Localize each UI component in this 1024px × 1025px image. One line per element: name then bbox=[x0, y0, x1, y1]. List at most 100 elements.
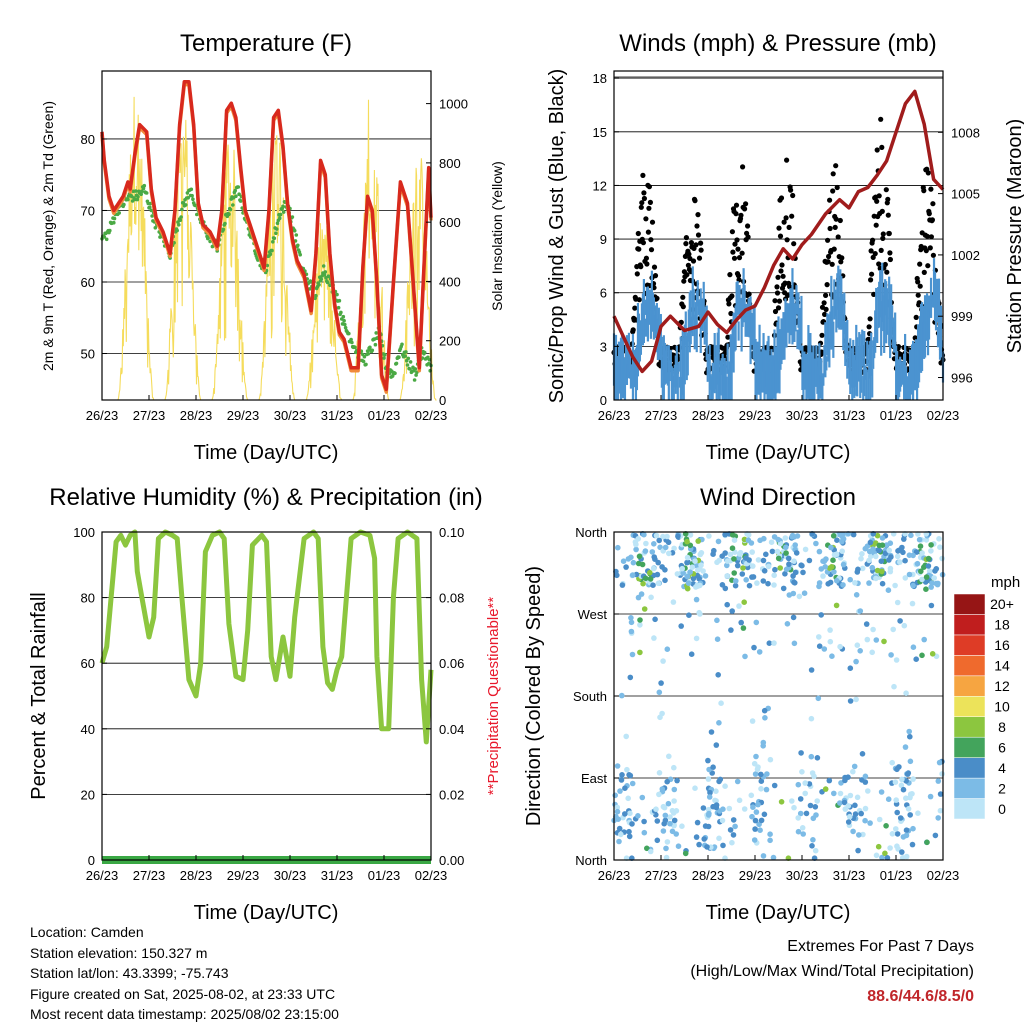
x-tick-label: 26/23 bbox=[86, 868, 119, 883]
gust-point bbox=[787, 284, 793, 290]
dewpoint-point bbox=[394, 361, 399, 366]
direction-point bbox=[910, 776, 916, 782]
y-tick-label: 20 bbox=[81, 787, 95, 802]
dewpoint-point bbox=[142, 183, 147, 188]
gust-point bbox=[746, 291, 752, 297]
direction-point bbox=[653, 806, 659, 812]
direction-point bbox=[842, 777, 848, 784]
colorbar-swatch bbox=[953, 798, 986, 820]
dewpoint-point bbox=[341, 314, 346, 319]
direction-point bbox=[738, 619, 744, 626]
gust-point bbox=[740, 164, 746, 170]
direction-point bbox=[729, 608, 735, 614]
gust-point bbox=[636, 246, 642, 252]
direction-point bbox=[714, 636, 721, 642]
direction-point bbox=[893, 797, 899, 803]
y-tick-label: 0 bbox=[88, 853, 95, 868]
direction-point bbox=[710, 764, 716, 770]
direction-point bbox=[936, 536, 942, 542]
gust-point bbox=[839, 255, 845, 261]
direction-point bbox=[641, 606, 648, 612]
y-tick-label: 50 bbox=[81, 347, 95, 362]
x-tick-label: 01/23 bbox=[880, 408, 913, 423]
dewpoint-point bbox=[126, 197, 130, 202]
colorbar-swatch bbox=[953, 757, 986, 779]
x-tick-label: 01/23 bbox=[368, 408, 401, 423]
gust-point bbox=[783, 215, 789, 221]
direction-point bbox=[755, 764, 761, 770]
direction-point bbox=[932, 568, 938, 574]
colorbar-swatch bbox=[953, 736, 986, 758]
gust-point bbox=[872, 251, 878, 257]
gust-point bbox=[772, 298, 778, 304]
direction-point bbox=[856, 832, 862, 838]
direction-point bbox=[814, 798, 820, 804]
gust-point bbox=[635, 230, 641, 237]
direction-point bbox=[874, 567, 881, 574]
direction-point bbox=[656, 537, 662, 544]
direction-point bbox=[764, 771, 770, 777]
direction-point bbox=[900, 834, 907, 840]
x-tick-label: 31/23 bbox=[321, 868, 354, 883]
dewpoint-point bbox=[314, 293, 318, 298]
dewpoint-point bbox=[361, 359, 366, 364]
direction-point bbox=[879, 580, 886, 587]
direction-point bbox=[765, 563, 772, 570]
direction-point bbox=[923, 574, 930, 580]
direction-point bbox=[682, 850, 689, 857]
gust-point bbox=[784, 157, 790, 163]
direction-point bbox=[619, 772, 625, 778]
gust-point bbox=[789, 213, 795, 219]
direction-point bbox=[797, 810, 804, 817]
direction-point bbox=[816, 643, 823, 649]
dewpoint-point bbox=[210, 244, 215, 249]
direction-point bbox=[910, 582, 916, 589]
gust-point bbox=[648, 247, 655, 253]
direction-point bbox=[812, 847, 819, 854]
x-tick-label: 26/23 bbox=[598, 868, 631, 883]
direction-point bbox=[816, 548, 823, 555]
extremes-box: Extremes For Past 7 Days (High/Low/Max W… bbox=[690, 934, 974, 1009]
direction-point bbox=[720, 842, 726, 849]
y-tick-label: 0.10 bbox=[439, 525, 464, 540]
gust-point bbox=[885, 196, 891, 202]
direction-point bbox=[791, 558, 797, 564]
gust-point bbox=[825, 259, 831, 265]
dewpoint-point bbox=[108, 228, 112, 233]
direction-point bbox=[706, 533, 712, 539]
direction-point bbox=[897, 815, 904, 821]
gust-point bbox=[912, 335, 918, 341]
direction-point bbox=[700, 568, 706, 574]
y-tick-label: 60 bbox=[81, 656, 95, 671]
gust-point bbox=[913, 314, 919, 320]
extremes-subtitle: (High/Low/Max Wind/Total Precipitation) bbox=[690, 963, 974, 980]
direction-point bbox=[714, 559, 720, 566]
direction-point bbox=[750, 804, 756, 810]
dewpoint-point bbox=[322, 273, 327, 277]
dewpoint-point bbox=[335, 292, 339, 297]
direction-point bbox=[923, 586, 929, 592]
direction-point bbox=[760, 739, 767, 746]
dewpoint-point bbox=[135, 197, 140, 202]
direction-point bbox=[704, 844, 710, 850]
direction-point bbox=[885, 796, 892, 802]
y-tick-label: 0.00 bbox=[439, 853, 464, 868]
x-tick-label: 29/23 bbox=[227, 868, 260, 883]
direction-point bbox=[796, 593, 803, 600]
colorbar-swatch bbox=[953, 655, 986, 677]
gust-point bbox=[778, 268, 784, 274]
direction-point bbox=[750, 563, 756, 569]
direction-point bbox=[740, 565, 746, 571]
gust-point bbox=[695, 212, 701, 218]
winds-title: Winds (mph) & Pressure (mb) bbox=[619, 30, 936, 57]
dewpoint-point bbox=[298, 252, 303, 257]
gust-point bbox=[886, 230, 892, 237]
gust-point bbox=[926, 211, 932, 217]
direction-point bbox=[722, 550, 728, 556]
direction-point bbox=[647, 576, 654, 582]
direction-point bbox=[662, 577, 668, 584]
gust-point bbox=[915, 292, 921, 298]
gust-point bbox=[878, 247, 884, 253]
winds-x-ticks: 26/23 27/23 28/23 29/23 30/23 31/23 01/23 02/23 bbox=[598, 395, 959, 423]
gust-point bbox=[640, 172, 646, 178]
